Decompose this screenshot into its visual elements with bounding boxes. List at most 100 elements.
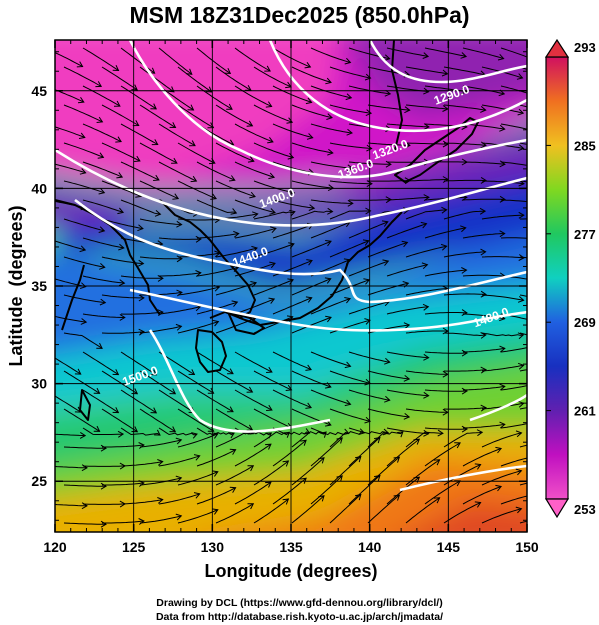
streamline-arrowhead (251, 245, 258, 253)
streamline (443, 66, 486, 76)
streamline-arrowhead (270, 226, 277, 234)
streamline-arrowhead (207, 425, 215, 432)
streamline (443, 332, 486, 337)
colorbar-top-arrow (544, 38, 570, 58)
streamline-arrowhead (345, 93, 353, 101)
streamline (139, 408, 176, 433)
streamline (253, 279, 294, 296)
streamline (310, 427, 349, 436)
colorbar-label: 277 (574, 227, 596, 242)
streamline (329, 66, 371, 79)
streamline (63, 522, 106, 525)
x-tick-label: 125 (122, 539, 146, 555)
temperature-field (55, 40, 527, 532)
streamline-arrowhead (246, 424, 254, 431)
x-tick-label: 135 (279, 539, 303, 555)
streamline-arrowhead (74, 368, 82, 375)
streamline (253, 498, 289, 524)
streamline (63, 370, 100, 394)
streamline-arrowhead (116, 172, 124, 179)
streamline (405, 142, 449, 145)
streamline-arrowhead (474, 501, 482, 508)
streamline-arrowhead (344, 399, 352, 407)
streamline (386, 389, 429, 397)
streamline-arrowhead (282, 498, 290, 505)
streamline (367, 241, 408, 258)
streamline-arrowhead (480, 290, 487, 298)
streamline-arrowhead (318, 457, 325, 464)
streamline (102, 444, 144, 448)
streamline-arrowhead (499, 230, 506, 238)
streamline (63, 104, 103, 123)
streamline (462, 347, 505, 353)
streamline-arrowhead (325, 77, 332, 85)
streamline-arrowhead (134, 155, 141, 162)
streamline-arrowhead (461, 349, 468, 357)
streamline (386, 427, 429, 435)
streamline (139, 256, 182, 260)
streamline-arrowhead (517, 296, 525, 303)
streamline (500, 47, 527, 58)
streamline (82, 237, 124, 249)
streamline-arrowhead (112, 369, 120, 376)
streamline-arrowhead (269, 208, 276, 215)
streamline (82, 85, 121, 107)
streamline (462, 233, 505, 239)
streamline (55, 52, 83, 68)
streamline-arrowhead (461, 267, 468, 274)
streamline (63, 332, 103, 349)
streamline (196, 47, 231, 74)
streamline (234, 199, 276, 214)
streamline (120, 199, 161, 215)
streamline-arrowhead (499, 383, 506, 391)
streamline-arrowhead (515, 468, 523, 476)
streamline (329, 370, 371, 384)
streamline-arrowhead (286, 117, 294, 124)
streamline-arrowhead (476, 429, 484, 437)
streamline-arrowhead (518, 211, 525, 219)
streamline (500, 161, 527, 166)
streamline-arrowhead (266, 366, 273, 373)
streamline (367, 456, 400, 486)
streamline (367, 494, 400, 524)
streamline (63, 294, 106, 304)
streamline (348, 221, 388, 239)
streamline-arrowhead (381, 220, 389, 227)
streamline (310, 199, 353, 204)
streamline (177, 104, 214, 129)
streamline-arrowhead (305, 97, 313, 105)
streamline (234, 161, 275, 178)
streamline-arrowhead (249, 316, 257, 324)
streamline-arrowhead (285, 384, 293, 391)
streamline-arrowhead (454, 442, 461, 449)
streamline-arrowhead (421, 262, 429, 270)
streamline-arrowhead (363, 278, 371, 285)
streamline-arrowhead (384, 89, 392, 97)
streamline-arrowhead (154, 429, 161, 436)
streamline-arrowhead (536, 319, 542, 325)
streamline (177, 66, 212, 93)
streamline (310, 123, 353, 134)
lat-lon-grid (54, 40, 528, 532)
streamline (291, 142, 333, 154)
streamline-arrowhead (150, 369, 158, 376)
streamline (234, 351, 273, 373)
streamline (82, 275, 125, 284)
streamline (462, 448, 502, 467)
streamline (177, 433, 218, 448)
streamline-arrowhead (480, 366, 487, 374)
streamline-arrowhead (93, 425, 101, 432)
streamline (177, 370, 214, 394)
streamline-arrowhead (266, 404, 273, 411)
streamline (481, 256, 524, 259)
streamline-arrowhead (536, 453, 542, 459)
streamline (443, 502, 481, 524)
colorbar-labels: 293 285 277 269 261 253 (546, 40, 596, 517)
streamline-arrowhead (518, 144, 525, 152)
streamline-arrowhead (344, 297, 352, 304)
streamline (158, 161, 197, 182)
streamline-arrowhead (423, 429, 430, 437)
streamline-arrowhead (536, 93, 542, 99)
streamline-arrowhead (189, 140, 196, 147)
streamline (63, 256, 105, 268)
